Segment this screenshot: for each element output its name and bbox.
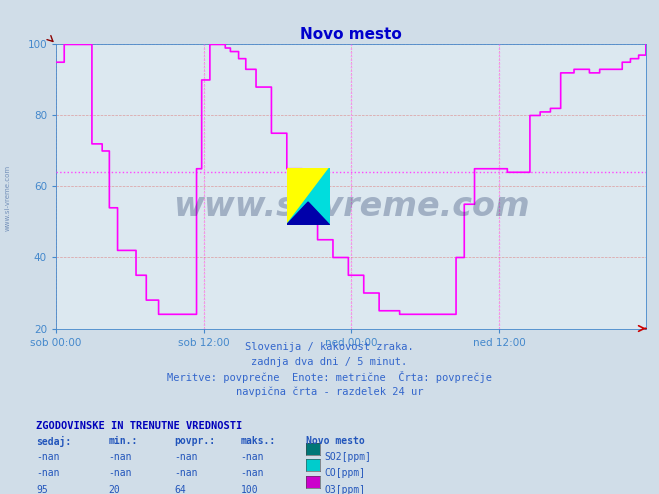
Text: Slovenija / kakovost zraka.: Slovenija / kakovost zraka. [245,342,414,352]
Text: -nan: -nan [36,468,60,478]
Text: povpr.:: povpr.: [175,436,215,446]
Text: -nan: -nan [241,452,264,462]
Text: -nan: -nan [241,468,264,478]
Text: 64: 64 [175,485,186,494]
Polygon shape [287,202,330,225]
Text: min.:: min.: [109,436,138,446]
Text: O3[ppm]: O3[ppm] [324,485,365,494]
Text: -nan: -nan [175,468,198,478]
Text: 20: 20 [109,485,121,494]
Polygon shape [287,168,330,225]
Text: zadnja dva dni / 5 minut.: zadnja dva dni / 5 minut. [251,357,408,367]
Text: 95: 95 [36,485,48,494]
Text: www.si-vreme.com: www.si-vreme.com [5,165,11,231]
Text: Novo mesto: Novo mesto [306,436,365,446]
Text: -nan: -nan [109,468,132,478]
Polygon shape [287,168,330,225]
Text: navpična črta - razdelek 24 ur: navpična črta - razdelek 24 ur [236,386,423,397]
Text: -nan: -nan [109,452,132,462]
Text: www.si-vreme.com: www.si-vreme.com [173,190,529,223]
Text: Meritve: povprečne  Enote: metrične  Črta: povprečje: Meritve: povprečne Enote: metrične Črta:… [167,371,492,383]
Text: 100: 100 [241,485,258,494]
Text: maks.:: maks.: [241,436,275,446]
Text: CO[ppm]: CO[ppm] [324,468,365,478]
Text: SO2[ppm]: SO2[ppm] [324,452,371,462]
Text: ZGODOVINSKE IN TRENUTNE VREDNOSTI: ZGODOVINSKE IN TRENUTNE VREDNOSTI [36,421,243,431]
Title: Novo mesto: Novo mesto [300,27,402,42]
Text: -nan: -nan [36,452,60,462]
Text: sedaj:: sedaj: [36,436,71,447]
Text: -nan: -nan [175,452,198,462]
